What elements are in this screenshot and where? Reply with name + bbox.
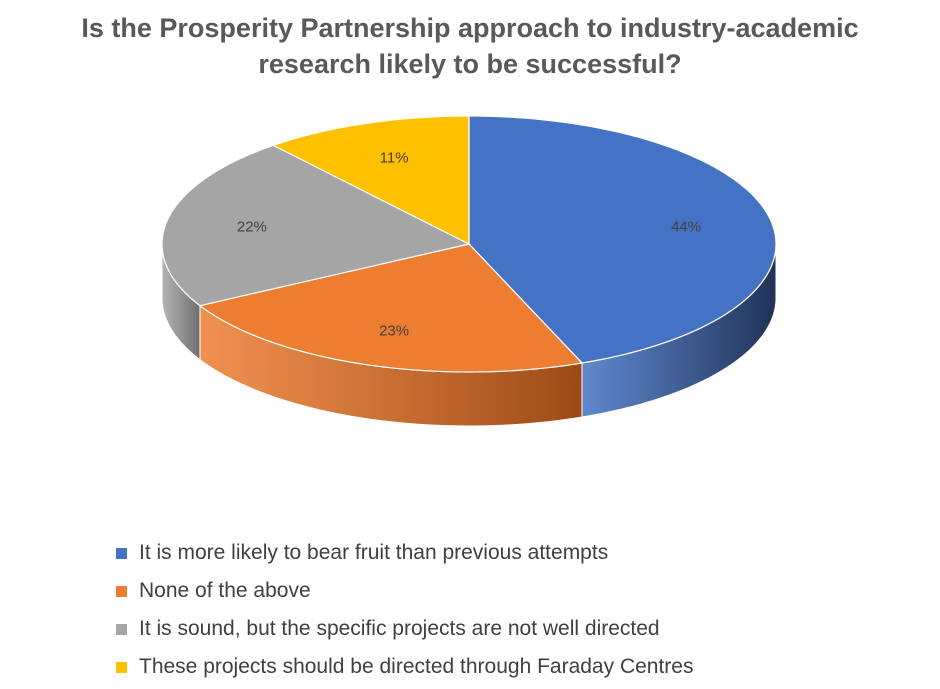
data-label-it-is-sound-but-the-specific-projects-are-not-well-directed: 22% — [237, 219, 267, 236]
pie-tops — [161, 115, 777, 373]
chart-title: Is the Prosperity Partnership approach t… — [81, 13, 859, 79]
legend-swatch — [116, 661, 127, 673]
legend-swatch — [116, 547, 127, 559]
legend: It is more likely to bear fruit than pre… — [116, 534, 916, 686]
legend-swatch — [116, 585, 127, 597]
pie-slice-none-of-the-above — [198, 243, 584, 373]
data-label-it-is-more-likely-to-bear-fruit-than-previous-attempts: 44% — [671, 219, 701, 236]
pie-slice-it-is-more-likely-to-bear-fruit-than-previous-attempts — [468, 115, 777, 364]
legend-item-it-is-more-likely-to-bear-fruit-than-previous-attempts: It is more likely to bear fruit than pre… — [116, 534, 916, 572]
data-label-none-of-the-above: 23% — [379, 323, 409, 340]
legend-label: None of the above — [139, 579, 311, 602]
legend-item-none-of-the-above: None of the above — [116, 572, 916, 610]
legend-label: It is sound, but the specific projects a… — [139, 617, 660, 640]
legend-label: It is more likely to bear fruit than pre… — [139, 541, 609, 564]
data-label-these-projects-should-be-directed-through-faraday-centres: 11% — [380, 149, 409, 166]
pie-slice-it-is-sound-but-the-specific-projects-are-not-well-directed — [161, 144, 471, 307]
legend-item-it-is-sound-but-the-specific-projects-are-not-well-directed: It is sound, but the specific projects a… — [116, 610, 916, 648]
pie-slice-these-projects-should-be-directed-through-faraday-centres — [271, 115, 470, 245]
pie-data-labels: 44% 23% 22% 11% — [237, 149, 701, 339]
legend-swatch — [116, 623, 127, 635]
legend-item-these-projects-should-be-directed-through-faraday-centres: These projects should be directed throug… — [116, 648, 916, 686]
legend-label: These projects should be directed throug… — [139, 655, 694, 678]
